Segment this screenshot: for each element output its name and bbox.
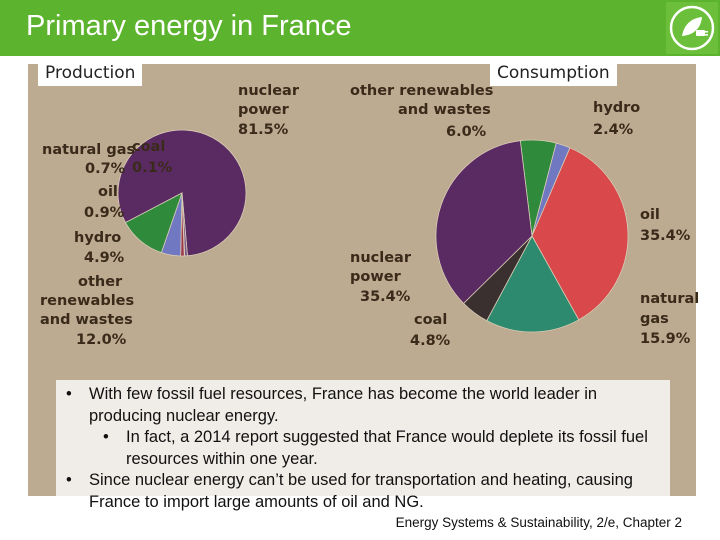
consumption-slice-nuclear-power (435, 140, 533, 304)
bullet-text-1: With few fossil fuel resources, France h… (89, 385, 598, 425)
prod-label-coal-1: coal (132, 139, 165, 155)
cons-label-nuclear-2: power (350, 269, 402, 285)
cons-label-coal-2: 4.8% (410, 333, 451, 349)
prod-label-coal-2: 0.1% (132, 160, 173, 176)
bullet-text-sub: In fact, a 2014 report suggested that Fr… (126, 428, 648, 468)
consumption-slice-oil (531, 147, 629, 321)
prod-label-ren-2: renewables (40, 293, 134, 309)
cons-label-nuclear-1: nuclear (350, 250, 412, 266)
cons-label-coal-1: coal (414, 312, 447, 328)
prod-label-ren-1: other (78, 274, 123, 290)
bullet-marker-sub: • (103, 428, 109, 446)
cons-label-oil-2: 35.4% (640, 228, 691, 244)
prod-label-oil-1: oil (98, 184, 118, 200)
cons-label-gas-1: natural (640, 291, 699, 307)
cons-label-ren-1: other renewables (350, 83, 493, 99)
consumption-pie (435, 139, 629, 333)
prod-label-ren-4: 12.0% (76, 332, 127, 348)
tab-consumption: Consumption (490, 60, 617, 86)
prod-label-hydro-1: hydro (74, 230, 121, 246)
footer-source: Energy Systems & Sustainability, 2/e, Ch… (395, 515, 682, 530)
cons-label-ren-3: 6.0% (446, 124, 487, 140)
cons-label-hydro-1: hydro (593, 100, 640, 116)
cons-label-gas-2: gas (640, 311, 669, 327)
energy-plug-leaf-icon (666, 2, 718, 54)
production-slice-other-renewables-and-wastes (124, 192, 183, 254)
cons-label-hydro-2: 2.4% (593, 122, 634, 138)
prod-label-nuclear-2: power (238, 102, 290, 118)
cons-label-gas-3: 15.9% (640, 331, 691, 347)
bullet-marker-1: • (66, 385, 72, 403)
prod-label-oil-2: 0.9% (84, 205, 125, 221)
production-pie (117, 129, 247, 257)
prod-label-hydro-2: 4.9% (84, 250, 125, 266)
cons-label-oil-1: oil (640, 207, 660, 223)
bullet-text-2: Since nuclear energy can’t be used for t… (89, 471, 633, 511)
notes-panel (56, 380, 670, 498)
consumption-slice-natural-gas (486, 235, 580, 333)
prod-label-nuclear-3: 81.5% (238, 122, 289, 138)
prod-label-gas-1: natural gas (42, 142, 135, 158)
prod-label-nuclear-1: nuclear (238, 83, 300, 99)
cons-label-nuclear-3: 35.4% (360, 289, 411, 305)
prod-label-gas-2: 0.7% (85, 161, 126, 177)
bullet-marker-2: • (66, 471, 72, 489)
page-title: Primary energy in France (26, 10, 352, 42)
title-bar (0, 0, 720, 56)
prod-label-ren-3: and wastes (40, 312, 133, 328)
tab-production: Production (38, 60, 143, 86)
cons-label-ren-2: and wastes (398, 102, 491, 118)
